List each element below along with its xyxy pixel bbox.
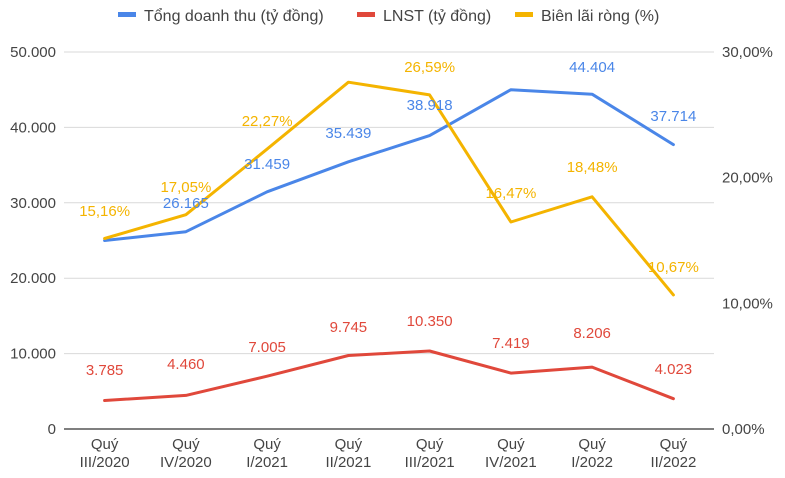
data-label: 35.439 — [325, 125, 371, 142]
right-tick-label: 20,00% — [722, 170, 773, 187]
category-label: Quý I/2021 — [246, 436, 288, 471]
series-line — [103, 80, 675, 297]
legend: Tổng doanh thu (tỷ đồng) LNST (tỷ đồng) Bi… — [118, 7, 659, 25]
category-label: Quý II/2021 — [325, 436, 371, 471]
category-label: Quý III/2021 — [405, 436, 455, 471]
data-labels: 26.165 31.459 35.439 38.918 44.404 37.714 3.78… — [79, 59, 699, 379]
left-tick-label: 30.000 — [10, 195, 56, 212]
data-label: 15,16% — [79, 203, 130, 220]
right-tick-label: 10,00% — [722, 295, 773, 312]
data-label: 44.404 — [569, 59, 615, 76]
data-label: 26.165 — [163, 195, 209, 212]
left-tick-label: 10.000 — [10, 346, 56, 363]
data-label: 18,48% — [567, 159, 618, 176]
left-tick-label: 40.000 — [10, 119, 56, 136]
data-label: 8.206 — [573, 325, 611, 342]
legend-label: LNST (tỷ đồng) — [383, 8, 491, 25]
category-label: Quý IV/2021 — [485, 436, 537, 471]
axes: 0 10.000 20.000 30.000 40.000 50.000 0,00% 10,0… — [10, 44, 773, 471]
data-label: 10,67% — [648, 259, 699, 276]
legend-swatch — [515, 12, 533, 17]
data-label: 22,27% — [242, 113, 293, 130]
left-tick-label: 50.000 — [10, 44, 56, 61]
data-label: 9.745 — [330, 319, 368, 336]
left-tick-label: 0 — [48, 421, 56, 438]
series-line — [103, 88, 675, 242]
data-label: 31.459 — [244, 156, 290, 173]
legend-swatch — [118, 12, 136, 17]
data-label: 17,05% — [160, 179, 211, 196]
right-tick-label: 0,00% — [722, 421, 765, 438]
category-label: Quý II/2022 — [650, 436, 696, 471]
data-label: 7.005 — [248, 339, 286, 356]
left-tick-label: 20.000 — [10, 270, 56, 287]
category-label: Quý III/2020 — [80, 436, 130, 471]
data-label: 7.419 — [492, 335, 530, 352]
data-label: 4.023 — [655, 361, 693, 378]
legend-swatch — [357, 12, 375, 17]
data-label: 16,47% — [485, 185, 536, 202]
grid — [64, 51, 714, 430]
data-label: 10.350 — [407, 313, 453, 330]
data-label: 26,59% — [404, 59, 455, 76]
data-label: 4.460 — [167, 356, 205, 373]
data-label: 3.785 — [86, 362, 124, 379]
category-label: Quý IV/2020 — [160, 436, 212, 471]
category-label: Quý I/2022 — [571, 436, 613, 471]
right-tick-label: 30,00% — [722, 44, 773, 61]
data-label: 37.714 — [650, 108, 696, 125]
data-label: 38.918 — [407, 97, 453, 114]
legend-label: Tổng doanh thu (tỷ đồng) — [144, 7, 324, 25]
legend-label: Biên lãi ròng (%) — [541, 8, 659, 25]
series — [103, 80, 675, 402]
series-line — [103, 349, 675, 402]
